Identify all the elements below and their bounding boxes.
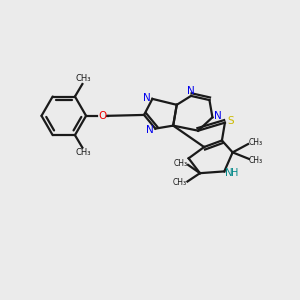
- Text: CH₃: CH₃: [75, 74, 91, 83]
- Text: O: O: [99, 111, 107, 121]
- Text: N: N: [143, 93, 151, 103]
- Text: CH₃: CH₃: [173, 159, 188, 168]
- Text: S: S: [227, 116, 234, 127]
- Text: N: N: [146, 125, 154, 135]
- Text: N: N: [214, 111, 222, 121]
- Text: CH₃: CH₃: [249, 156, 263, 165]
- Text: CH₃: CH₃: [173, 178, 187, 187]
- Text: H: H: [231, 168, 238, 178]
- Text: CH₃: CH₃: [248, 138, 262, 147]
- Text: N: N: [225, 168, 232, 178]
- Text: CH₃: CH₃: [75, 148, 91, 158]
- Text: N: N: [187, 86, 195, 96]
